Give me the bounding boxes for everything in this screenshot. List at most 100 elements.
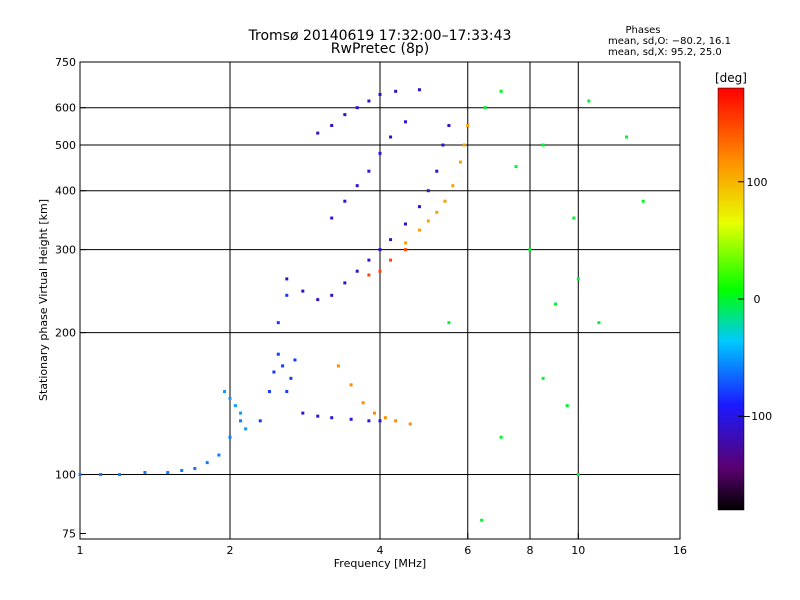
data-point — [267, 390, 271, 394]
data-point — [285, 293, 289, 297]
data-point — [78, 473, 82, 477]
data-point — [217, 453, 221, 457]
phase-stats-x: mean, sd,X: 95.2, 25.0 — [608, 47, 722, 58]
data-point — [272, 370, 276, 374]
x-tick-label: 10 — [571, 544, 585, 557]
colorbar-tick-label: −100 — [742, 410, 772, 423]
data-point — [349, 417, 353, 421]
chart-title: Tromsø 20140619 17:32:00–17:33:43 — [248, 28, 512, 44]
y-tick-label: 200 — [55, 327, 76, 340]
data-point — [625, 135, 629, 139]
data-point — [441, 143, 445, 147]
data-point — [383, 416, 387, 420]
y-tick-label: 400 — [55, 185, 76, 198]
data-point — [239, 411, 243, 415]
data-point — [394, 419, 398, 423]
data-point — [276, 352, 280, 356]
data-point — [193, 467, 197, 471]
data-point — [316, 414, 320, 418]
x-tick-label: 1 — [77, 544, 84, 557]
data-point — [403, 248, 407, 252]
data-point — [367, 169, 371, 173]
data-point — [355, 106, 359, 110]
data-point — [276, 321, 280, 325]
data-point — [403, 241, 407, 245]
data-point — [355, 184, 359, 188]
data-point — [228, 396, 232, 400]
data-point — [316, 298, 320, 302]
data-point — [117, 473, 121, 477]
data-point — [466, 124, 470, 128]
data-point — [572, 216, 576, 220]
data-point — [281, 364, 285, 368]
data-point — [565, 404, 569, 408]
data-point — [367, 419, 371, 423]
data-point — [378, 151, 382, 155]
y-tick-label: 300 — [55, 244, 76, 257]
tick-layer: 1 2 4 6 8 10 16 75 100 200 300 400 500 600 750 — [55, 56, 687, 557]
phase-stats-o: mean, sd,O: −80.2, 16.1 — [608, 36, 731, 47]
data-point — [417, 228, 421, 232]
data-point — [301, 411, 305, 415]
data-point — [447, 321, 451, 325]
data-point — [483, 106, 487, 110]
data-point — [244, 427, 248, 431]
data-point — [417, 205, 421, 209]
data-point — [451, 184, 455, 188]
data-point — [576, 473, 580, 477]
data-point — [528, 248, 532, 252]
data-point — [205, 461, 209, 465]
colorbar-ticks: 100 0 −100 — [738, 176, 772, 423]
data-point — [458, 160, 462, 164]
data-point — [394, 89, 398, 93]
data-point — [343, 113, 347, 117]
data-point — [389, 258, 393, 262]
x-axis-label: Frequency [MHz] — [334, 557, 426, 570]
data-point — [343, 281, 347, 285]
data-point — [553, 302, 557, 306]
data-point — [403, 120, 407, 124]
data-point — [143, 471, 147, 475]
grid-layer — [80, 62, 680, 539]
data-point — [499, 89, 503, 93]
data-point — [541, 143, 545, 147]
data-point — [435, 169, 439, 173]
x-tick-label: 16 — [673, 544, 687, 557]
colorbar-tick-label: 100 — [747, 176, 768, 189]
x-tick-label: 6 — [464, 544, 471, 557]
data-point — [541, 376, 545, 380]
data-point — [447, 124, 451, 128]
data-point — [389, 135, 393, 139]
data-point — [330, 416, 334, 420]
data-point — [641, 199, 645, 203]
phase-stats-heading: Phases — [625, 25, 660, 36]
data-point — [378, 269, 382, 273]
data-point — [239, 419, 243, 423]
data-point — [285, 277, 289, 281]
data-point — [285, 390, 289, 394]
data-point — [378, 419, 382, 423]
data-point — [443, 199, 447, 203]
data-point — [293, 358, 297, 362]
data-point — [514, 165, 518, 169]
y-tick-label: 75 — [62, 527, 76, 540]
data-point — [367, 258, 371, 262]
chart-subtitle: RwPretec (8p) — [331, 41, 429, 57]
data-point — [462, 143, 466, 147]
y-tick-label: 100 — [55, 469, 76, 482]
data-point — [417, 88, 421, 92]
data-points — [78, 88, 645, 522]
data-point — [233, 404, 237, 408]
y-tick-label: 600 — [55, 102, 76, 115]
data-point — [367, 99, 371, 103]
data-point — [378, 248, 382, 252]
data-point — [330, 293, 334, 297]
colorbar-tick-label: 0 — [754, 293, 761, 306]
colorbar-label: [deg] — [715, 71, 747, 85]
data-point — [301, 289, 305, 293]
data-point — [289, 376, 293, 380]
data-point — [223, 390, 227, 394]
data-point — [367, 273, 371, 277]
y-axis-label: Stationary phase Virtual Height [km] — [37, 199, 50, 401]
